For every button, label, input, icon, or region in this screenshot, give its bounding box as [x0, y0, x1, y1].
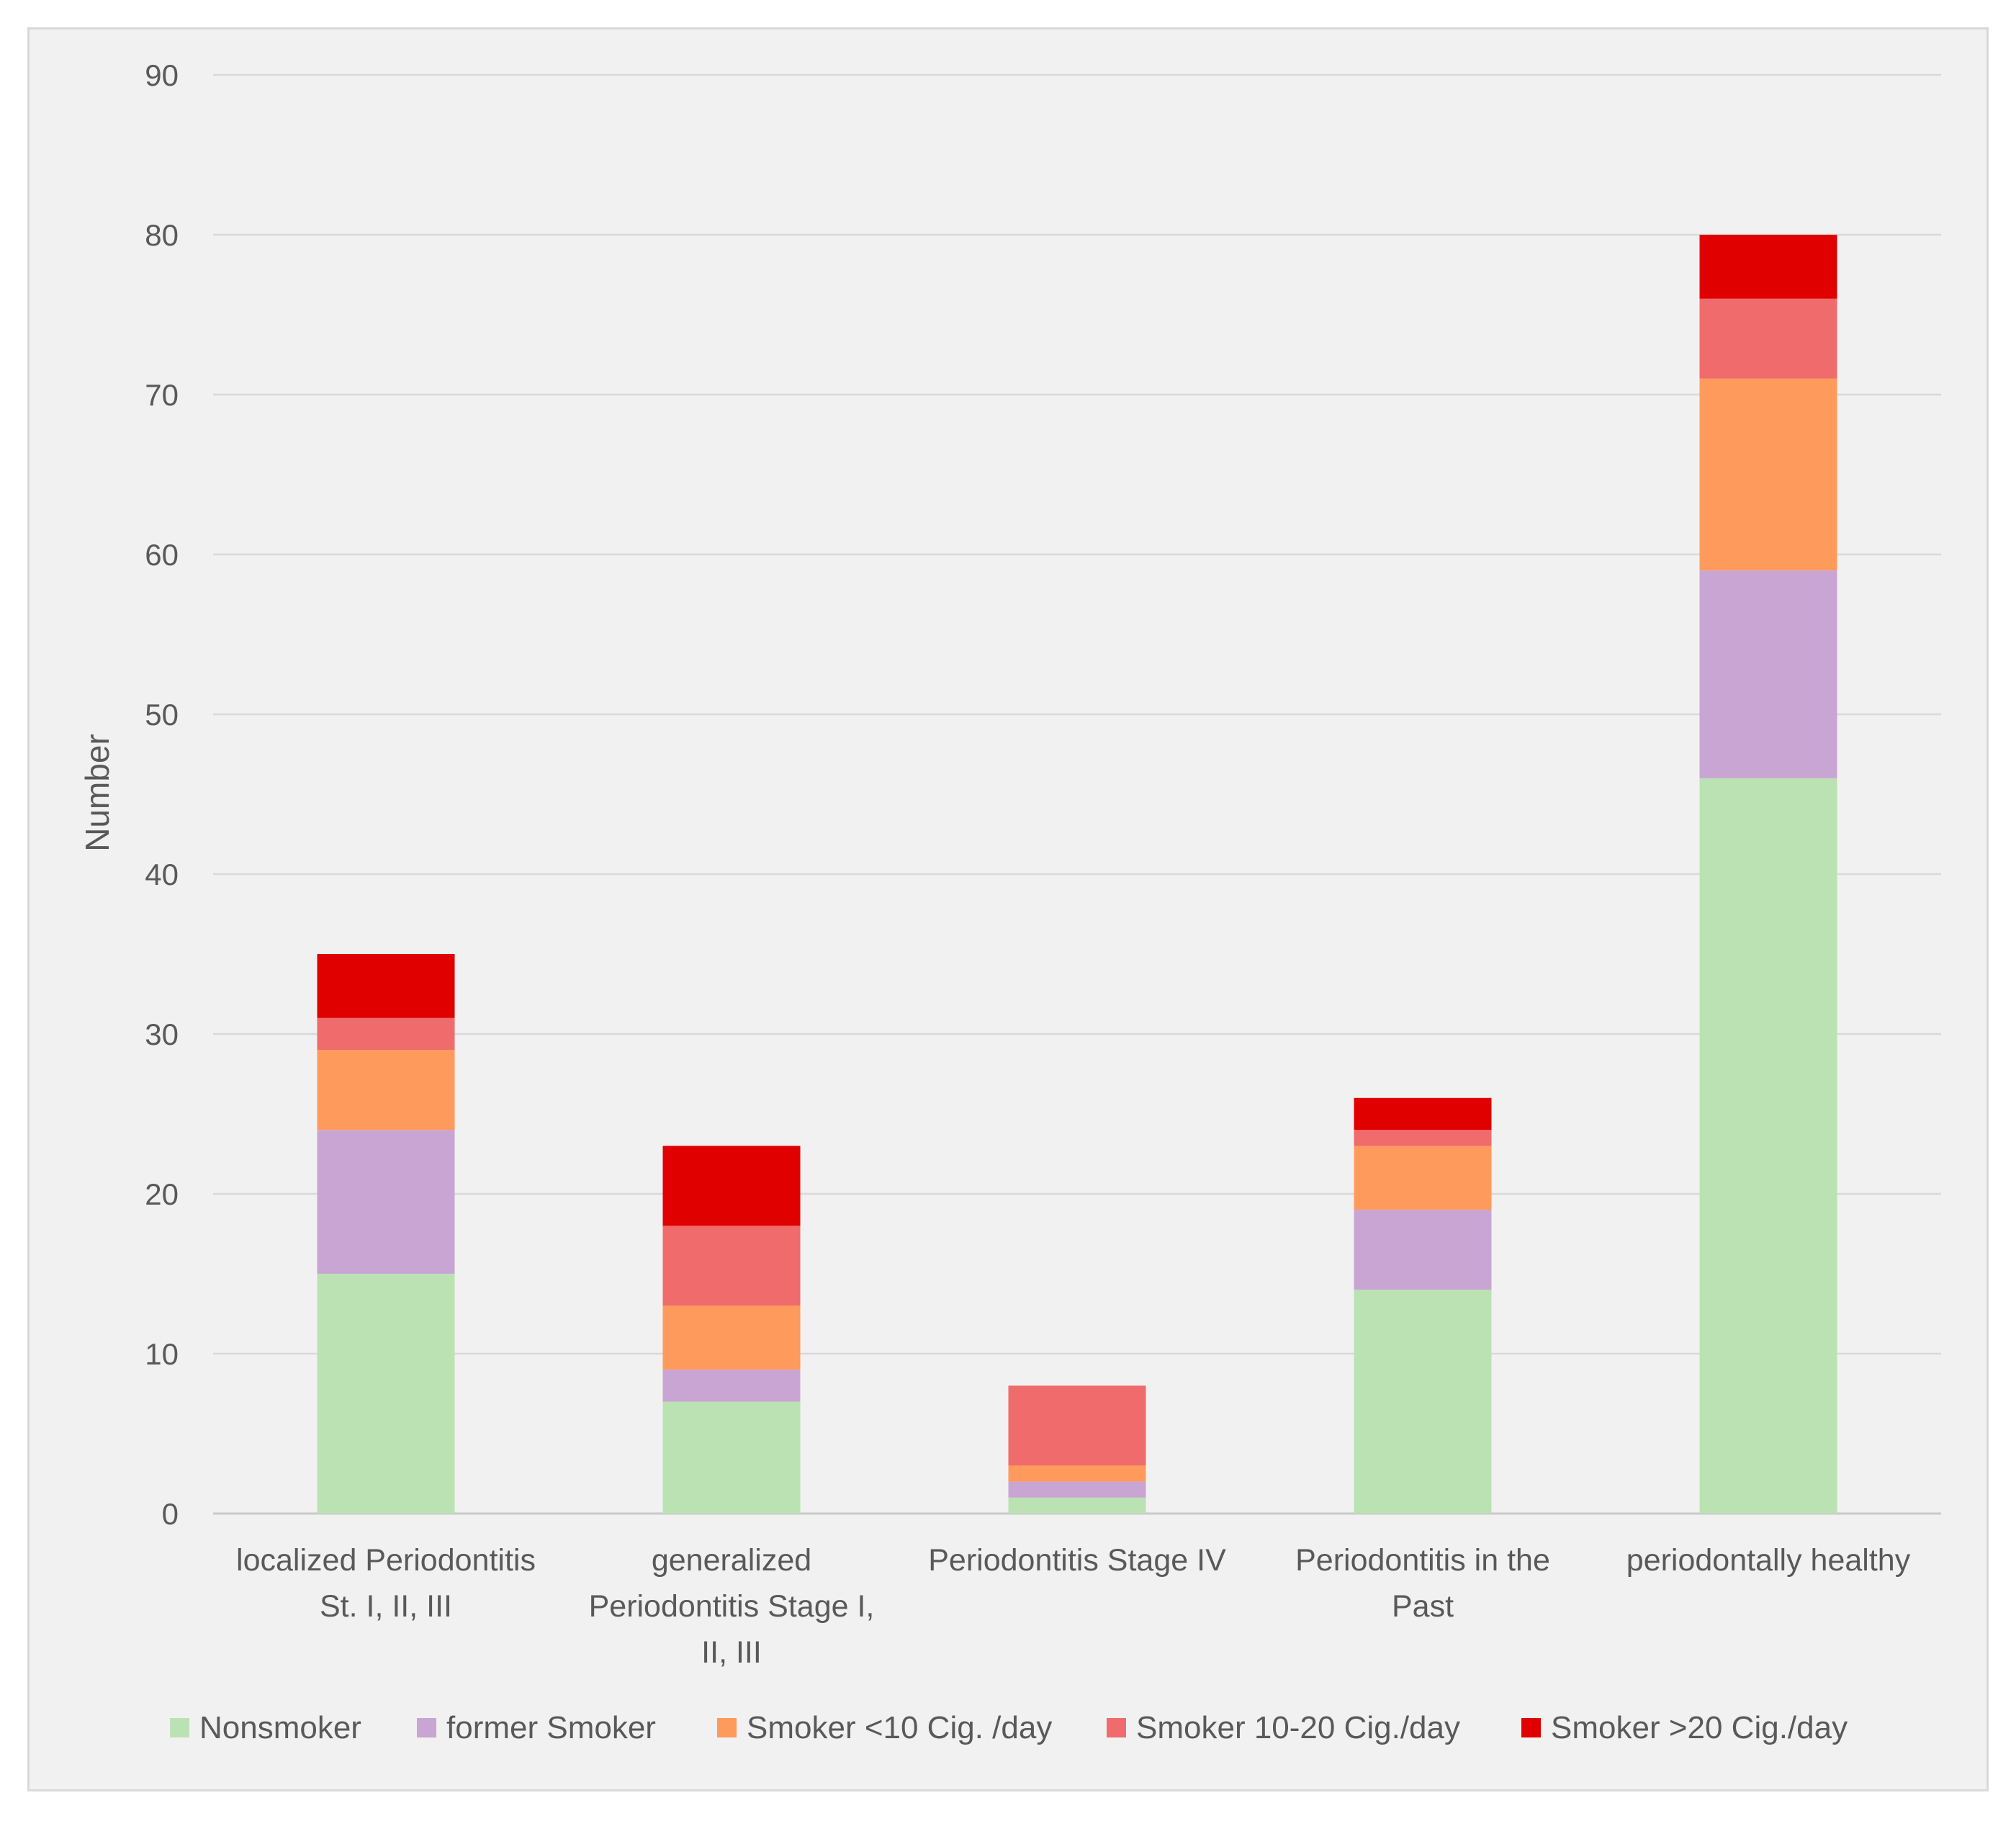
bar-segment-2-5 — [662, 1146, 801, 1226]
bar-segment-4-2 — [1354, 1210, 1492, 1290]
y-tick-label: 80 — [145, 218, 179, 252]
bar-segment-1-4 — [317, 1017, 455, 1051]
bar-segment-5-1 — [1699, 778, 1837, 1514]
legend-label: former Smoker — [446, 1710, 656, 1745]
legend-label: Smoker 10-20 Cig./day — [1136, 1710, 1460, 1745]
x-tick-label: periodontally healthy — [1626, 1543, 1911, 1578]
bar-segment-5-2 — [1699, 570, 1837, 778]
bar-segment-4-1 — [1354, 1290, 1492, 1514]
bar-segment-1-2 — [317, 1130, 455, 1274]
bar-segment-4-3 — [1354, 1146, 1492, 1210]
y-tick-label: 30 — [145, 1017, 179, 1051]
x-tick-label: Past — [1392, 1589, 1454, 1624]
bar-segment-3-3 — [1008, 1465, 1146, 1482]
y-tick-label: 50 — [145, 698, 179, 732]
x-tick-label: Periodontitis in the — [1295, 1543, 1550, 1578]
bar-segment-1-3 — [317, 1050, 455, 1130]
y-tick-label: 10 — [145, 1337, 179, 1371]
y-tick-label: 20 — [145, 1177, 179, 1211]
y-axis-label: Number — [78, 734, 116, 852]
bar-segment-3-2 — [1008, 1481, 1146, 1498]
x-tick-label: localized Periodontitis — [236, 1543, 536, 1578]
y-tick-label: 90 — [145, 58, 179, 92]
chart-frame: 0 10 20 30 40 50 60 70 80 90 localized Periodontit… — [27, 27, 1989, 1791]
y-tick-label: 70 — [145, 378, 179, 412]
bar-segment-5-3 — [1699, 378, 1837, 571]
legend-label: Nonsmoker — [199, 1710, 361, 1745]
x-tick-label: St. I, II, III — [320, 1589, 452, 1624]
bar-segment-2-4 — [662, 1226, 801, 1306]
bar-segment-4-4 — [1354, 1130, 1492, 1146]
x-tick-label: Periodontitis Stage I, — [589, 1589, 875, 1624]
bar-segment-2-1 — [662, 1401, 801, 1514]
bar-segment-1-5 — [317, 954, 455, 1018]
x-tick-label: II, III — [701, 1635, 762, 1670]
bar-segment-5-5 — [1699, 235, 1837, 299]
bar-segment-4-5 — [1354, 1097, 1492, 1130]
legend-swatch — [1521, 1718, 1541, 1737]
x-tick-label: generalized — [652, 1543, 811, 1578]
legend-swatch — [1107, 1718, 1126, 1737]
legend-label: Smoker >20 Cig./day — [1551, 1710, 1848, 1745]
stacked-bar-chart: 0 10 20 30 40 50 60 70 80 90 localized Periodontit… — [78, 58, 1941, 1745]
y-tick-label: 40 — [145, 858, 179, 891]
bar-segment-3-4 — [1008, 1385, 1146, 1466]
bar-segment-2-3 — [662, 1305, 801, 1370]
legend-swatch — [717, 1718, 737, 1737]
legend-swatch — [170, 1718, 189, 1737]
bar-segment-2-2 — [662, 1370, 801, 1402]
x-tick-label: Periodontitis Stage IV — [928, 1543, 1226, 1578]
y-tick-label: 0 — [162, 1497, 179, 1531]
legend-label: Smoker <10 Cig. /day — [747, 1710, 1052, 1745]
bar-segment-3-1 — [1008, 1497, 1146, 1514]
y-tick-label: 60 — [145, 538, 179, 572]
legend-swatch — [417, 1718, 436, 1737]
bar-segment-5-4 — [1699, 298, 1837, 379]
bar-segment-1-1 — [317, 1274, 455, 1514]
